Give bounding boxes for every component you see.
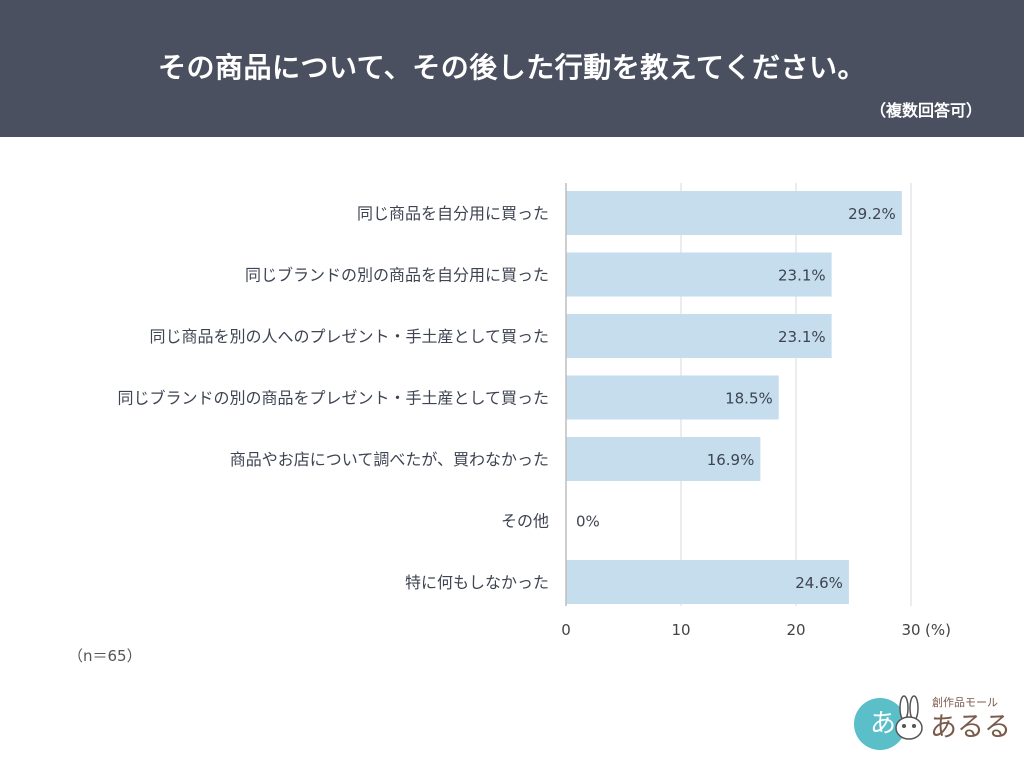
sample-size-note: （n＝65） <box>68 647 142 665</box>
value-label-4: 16.9% <box>707 451 755 469</box>
x-axis-unit: (%) <box>925 621 951 639</box>
bar-6 <box>566 560 849 604</box>
value-label-0: 29.2% <box>848 205 896 223</box>
rabbit-icon <box>895 695 923 740</box>
value-label-2: 23.1% <box>778 328 826 346</box>
category-label-0: 同じ商品を自分用に買った <box>357 204 549 223</box>
value-label-5: 0% <box>576 513 600 531</box>
category-label-1: 同じブランドの別の商品を自分用に買った <box>245 266 549 285</box>
category-label-5: その他 <box>501 512 549 531</box>
bar-3 <box>566 375 779 420</box>
tick-label-0: 0 <box>561 621 571 639</box>
category-label-4: 商品やお店について調べたが、買わなかった <box>230 450 549 469</box>
bar-1 <box>566 252 832 297</box>
page-subtitle: （複数回答可） <box>869 101 982 120</box>
value-label-6: 24.6% <box>795 574 843 592</box>
category-label-6: 特に何もしなかった <box>405 573 549 592</box>
header-banner: その商品について、その後した行動を教えてください。 （複数回答可） <box>0 0 1024 137</box>
logo-name: あるる <box>930 712 1011 743</box>
bar-4 <box>566 437 761 481</box>
aruru-logo: あ 創作品モール あるる <box>854 695 1011 750</box>
category-label-2: 同じ商品を別の人へのプレゼント・手土産として買った <box>149 327 549 346</box>
value-label-1: 23.1% <box>778 267 826 285</box>
logo-badge-glyph: あ <box>870 709 896 739</box>
logo-tagline: 創作品モール <box>932 695 998 709</box>
value-label-3: 18.5% <box>725 390 773 408</box>
tick-label-10: 10 <box>671 621 690 639</box>
logo-badge-circle <box>854 698 906 750</box>
category-label-3: 同じブランドの別の商品をプレゼント・手土産として買った <box>117 389 549 408</box>
tick-label-30: 30 <box>901 621 920 639</box>
tick-label-20: 20 <box>786 621 805 639</box>
bar-2 <box>566 314 832 358</box>
bar-0 <box>566 191 902 235</box>
page-title: その商品について、その後した行動を教えてください。 <box>157 51 867 84</box>
